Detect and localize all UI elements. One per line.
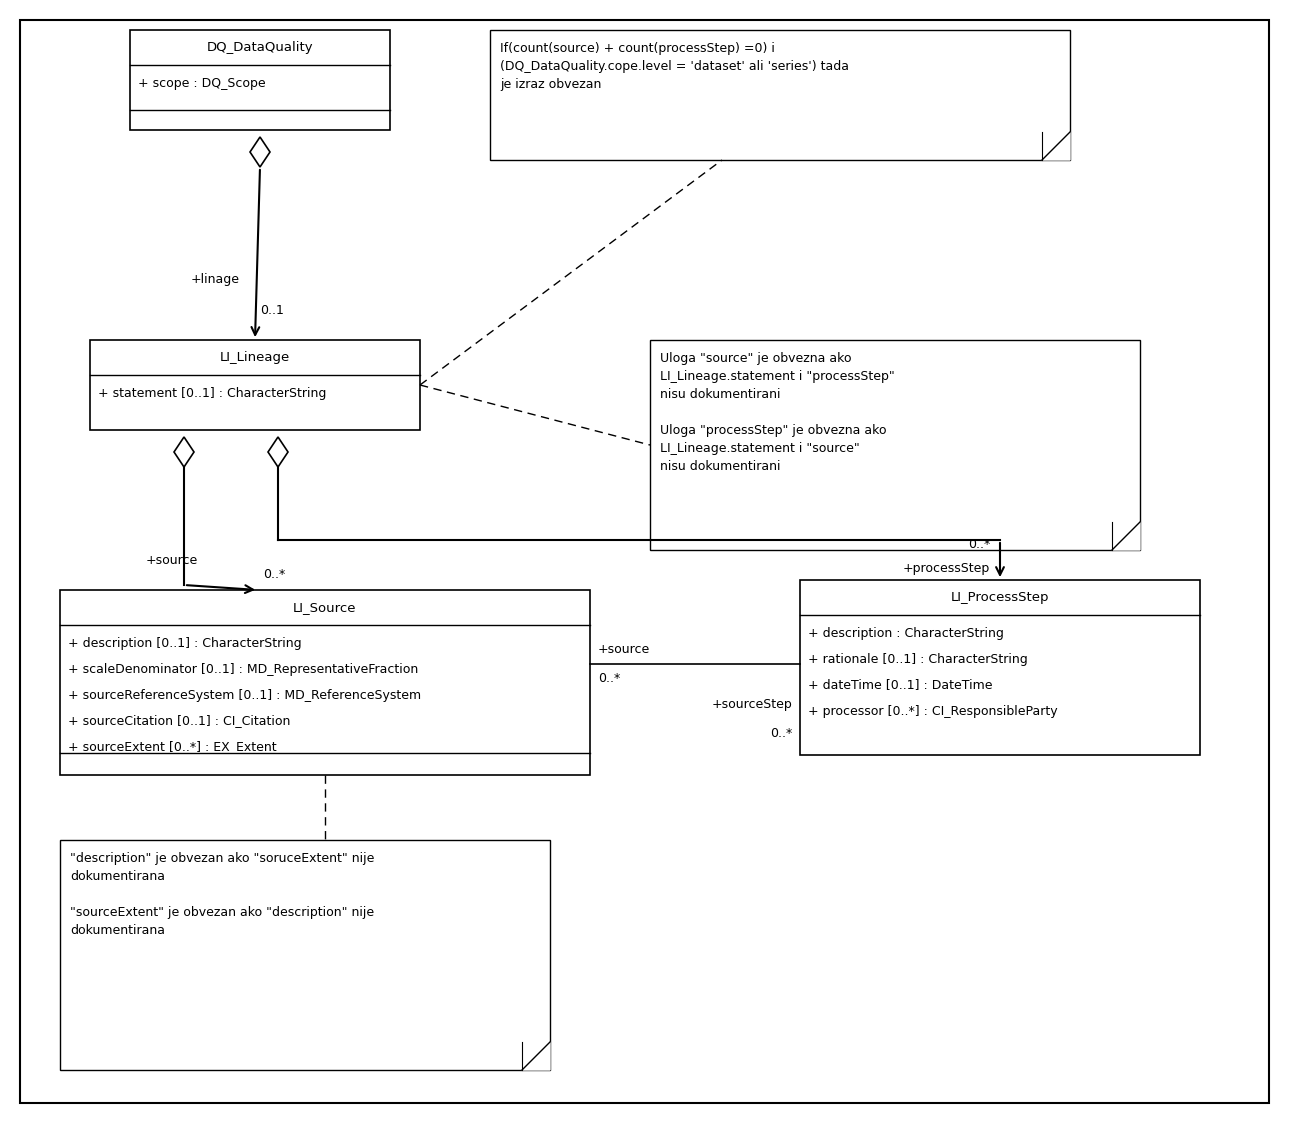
- Text: + processor [0..*] : CI_ResponsibleParty: + processor [0..*] : CI_ResponsibleParty: [808, 704, 1058, 718]
- Polygon shape: [522, 1042, 550, 1070]
- Text: LI_Source: LI_Source: [294, 601, 357, 614]
- Text: +source: +source: [146, 554, 199, 566]
- Polygon shape: [250, 137, 269, 167]
- Bar: [61, 590, 590, 775]
- Text: LI_Lineage: LI_Lineage: [220, 351, 290, 364]
- Bar: [90, 340, 420, 430]
- Text: + sourceCitation [0..1] : CI_Citation: + sourceCitation [0..1] : CI_Citation: [68, 714, 290, 728]
- Polygon shape: [174, 437, 195, 467]
- Text: + sourceReferenceSystem [0..1] : MD_ReferenceSystem: + sourceReferenceSystem [0..1] : MD_Refe…: [68, 688, 422, 702]
- Text: +sourceStep: +sourceStep: [712, 699, 791, 711]
- Text: 0..*: 0..*: [598, 672, 620, 685]
- Text: +linage: +linage: [191, 274, 240, 286]
- Bar: [490, 30, 1070, 159]
- Bar: [650, 340, 1139, 550]
- Text: +source: +source: [598, 643, 650, 656]
- Text: + dateTime [0..1] : DateTime: + dateTime [0..1] : DateTime: [808, 678, 993, 692]
- Text: 0..1: 0..1: [260, 303, 284, 317]
- Text: 0..*: 0..*: [968, 539, 990, 551]
- Polygon shape: [1042, 133, 1070, 159]
- Text: + rationale [0..1] : CharacterString: + rationale [0..1] : CharacterString: [808, 652, 1027, 666]
- Text: LI_ProcessStep: LI_ProcessStep: [951, 591, 1049, 604]
- Text: + sourceExtent [0..*] : EX_Extent: + sourceExtent [0..*] : EX_Extent: [68, 740, 277, 754]
- Text: + scope : DQ_Scope: + scope : DQ_Scope: [138, 76, 266, 90]
- Text: DQ_DataQuality: DQ_DataQuality: [206, 42, 313, 54]
- Text: + description [0..1] : CharacterString: + description [0..1] : CharacterString: [68, 637, 302, 649]
- Text: +processStep: +processStep: [902, 562, 990, 575]
- Bar: [61, 840, 550, 1070]
- Text: If(count(source) + count(processStep) =0) i
(DQ_DataQuality.cope.level = 'datase: If(count(source) + count(processStep) =0…: [500, 42, 849, 91]
- Text: 0..*: 0..*: [263, 568, 285, 582]
- Polygon shape: [1112, 522, 1139, 550]
- Text: 0..*: 0..*: [770, 727, 791, 740]
- Polygon shape: [268, 437, 287, 467]
- Text: + description : CharacterString: + description : CharacterString: [808, 627, 1004, 639]
- Text: + scaleDenominator [0..1] : MD_RepresentativeFraction: + scaleDenominator [0..1] : MD_Represent…: [68, 663, 418, 676]
- Text: + statement [0..1] : CharacterString: + statement [0..1] : CharacterString: [98, 386, 326, 400]
- Bar: [800, 579, 1200, 755]
- Text: "description" je obvezan ako "soruceExtent" nije
dokumentirana

"sourceExtent" j: "description" je obvezan ako "soruceExte…: [70, 852, 374, 937]
- Bar: [130, 30, 391, 130]
- Text: Uloga "source" je obvezna ako
LI_Lineage.statement i "processStep"
nisu dokument: Uloga "source" je obvezna ako LI_Lineage…: [660, 351, 895, 473]
